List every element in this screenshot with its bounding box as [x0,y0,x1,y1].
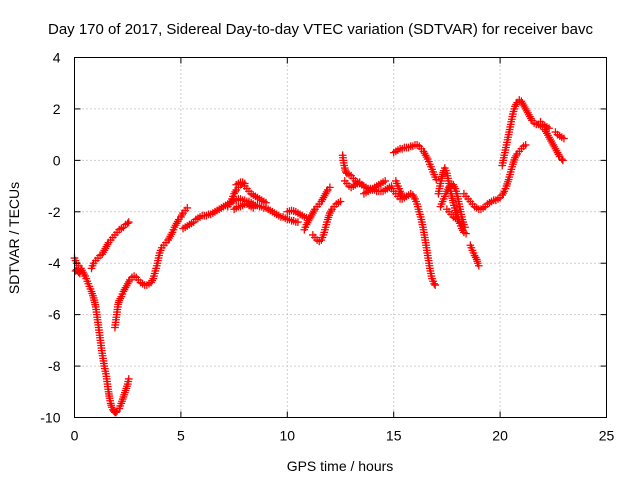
axis-ticks: 0 5 10 15 20 25 -10 -8 -6 -4 -2 0 2 4 [40,50,614,444]
data-point [123,219,132,228]
data-point [326,183,334,192]
y-tick-label: -2 [48,204,61,220]
x-axis-title: GPS time / hours [287,458,394,474]
data-point [545,124,553,133]
data-point [249,204,258,212]
plot-frame [74,57,607,418]
x-tick-label: 0 [71,428,79,444]
data-point [336,197,345,206]
x-tick-label: 25 [599,428,615,444]
x-tick-label: 20 [492,428,508,444]
data-point [294,218,302,226]
x-tick-label: 10 [280,428,296,444]
data-point [74,268,83,277]
y-tick-label: -4 [48,255,61,271]
data-point [112,408,120,417]
x-tick-label: 15 [386,428,402,444]
series-sdtvar [70,96,568,417]
data-point [355,178,364,187]
data-point [432,175,441,184]
chart-title: Day 170 of 2017, Sidereal Day-to-day VTE… [48,21,593,38]
y-axis-title: SDTVAR / TECUs [6,182,22,294]
x-tick-label: 5 [177,428,185,444]
data-point [559,156,567,165]
data-point [462,229,470,238]
data-point [240,179,249,188]
data-series [70,96,568,417]
data-point [262,198,270,207]
y-tick-label: -10 [40,410,60,426]
data-point [431,281,440,289]
data-point [124,375,133,383]
data-point [560,134,568,143]
data-point [75,269,84,278]
y-tick-label: -6 [48,307,61,323]
grid [74,57,607,418]
y-tick-label: 0 [53,152,61,168]
data-point [398,191,407,199]
data-point [453,215,462,224]
data-point [474,261,483,270]
data-point [183,204,192,212]
data-point [521,141,530,149]
data-point [430,279,438,288]
y-tick-label: 2 [53,101,61,117]
data-point [557,155,566,163]
data-point [124,218,133,226]
y-tick-label: -8 [48,358,61,374]
y-tick-label: 4 [53,50,61,66]
data-point [461,223,469,232]
data-point [381,177,390,185]
